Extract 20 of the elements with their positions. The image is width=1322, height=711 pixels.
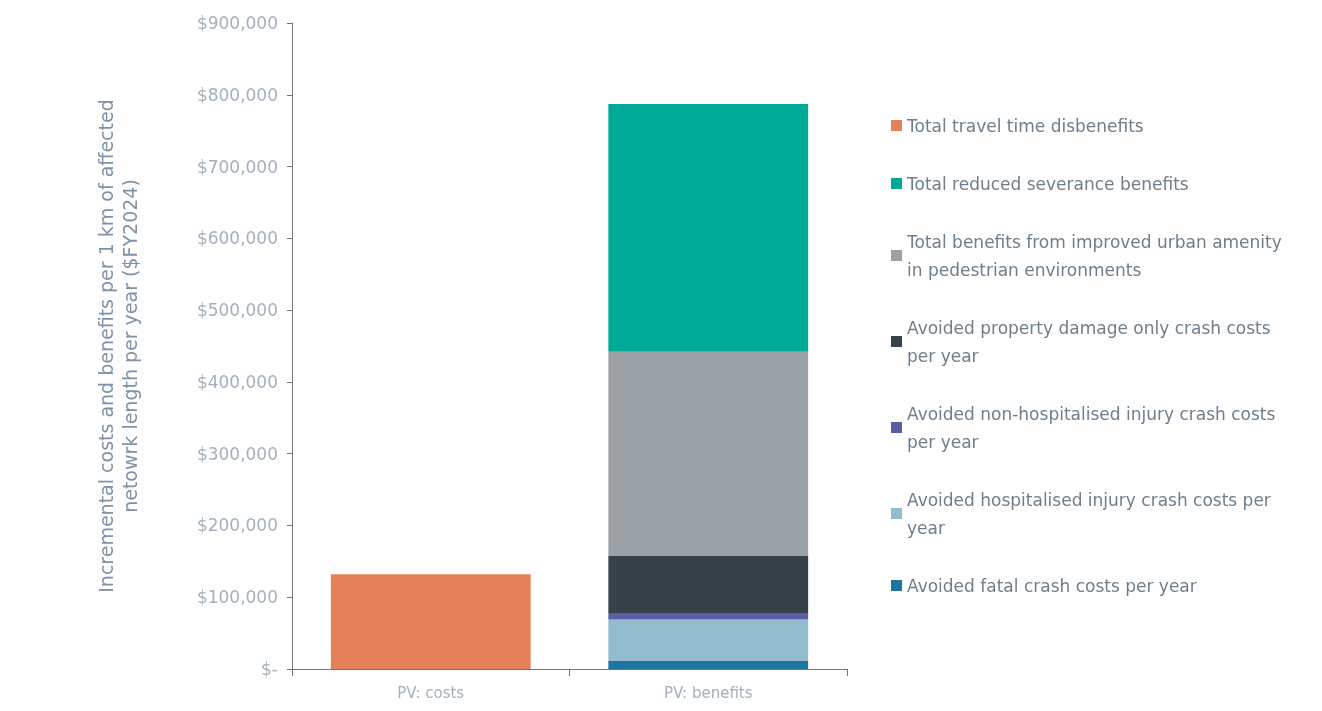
y-tick-label: $100,000 bbox=[196, 587, 278, 608]
legend-label: Total travel time disbenefits bbox=[906, 115, 1144, 136]
y-tick-label: $600,000 bbox=[196, 228, 278, 249]
y-tick-label: $800,000 bbox=[196, 84, 278, 105]
y-tick-label: $700,000 bbox=[196, 156, 278, 177]
legend-label: Total reduced severance benefits bbox=[906, 173, 1189, 194]
y-tick-label: $400,000 bbox=[196, 371, 278, 392]
x-tick-label: PV: benefits bbox=[663, 683, 753, 702]
y-tick-label: $300,000 bbox=[196, 443, 278, 464]
y-tick-label: $500,000 bbox=[196, 300, 278, 321]
legend-label: Avoided fatal crash costs per year bbox=[907, 575, 1197, 596]
legend-label: Avoided non-hospitalised injury crash costs per year bbox=[907, 403, 1281, 452]
legend-label: Total benefits from improved urban amenity in pedestrian environments bbox=[906, 231, 1288, 280]
y-tick-label: $200,000 bbox=[196, 515, 278, 536]
legend-label: Avoided hospitalised injury crash costs per year bbox=[907, 489, 1277, 538]
y-tick-label: $900,000 bbox=[196, 13, 278, 33]
y-tick-label: $- bbox=[261, 659, 278, 679]
y-axis-title: Incremental costs and benefits per 1 km of affected netowrk length per year ($FY2024) bbox=[95, 99, 141, 593]
legend-label: Avoided property damage only crash costs per year bbox=[907, 317, 1276, 366]
x-tick-label: PV: costs bbox=[397, 683, 465, 702]
